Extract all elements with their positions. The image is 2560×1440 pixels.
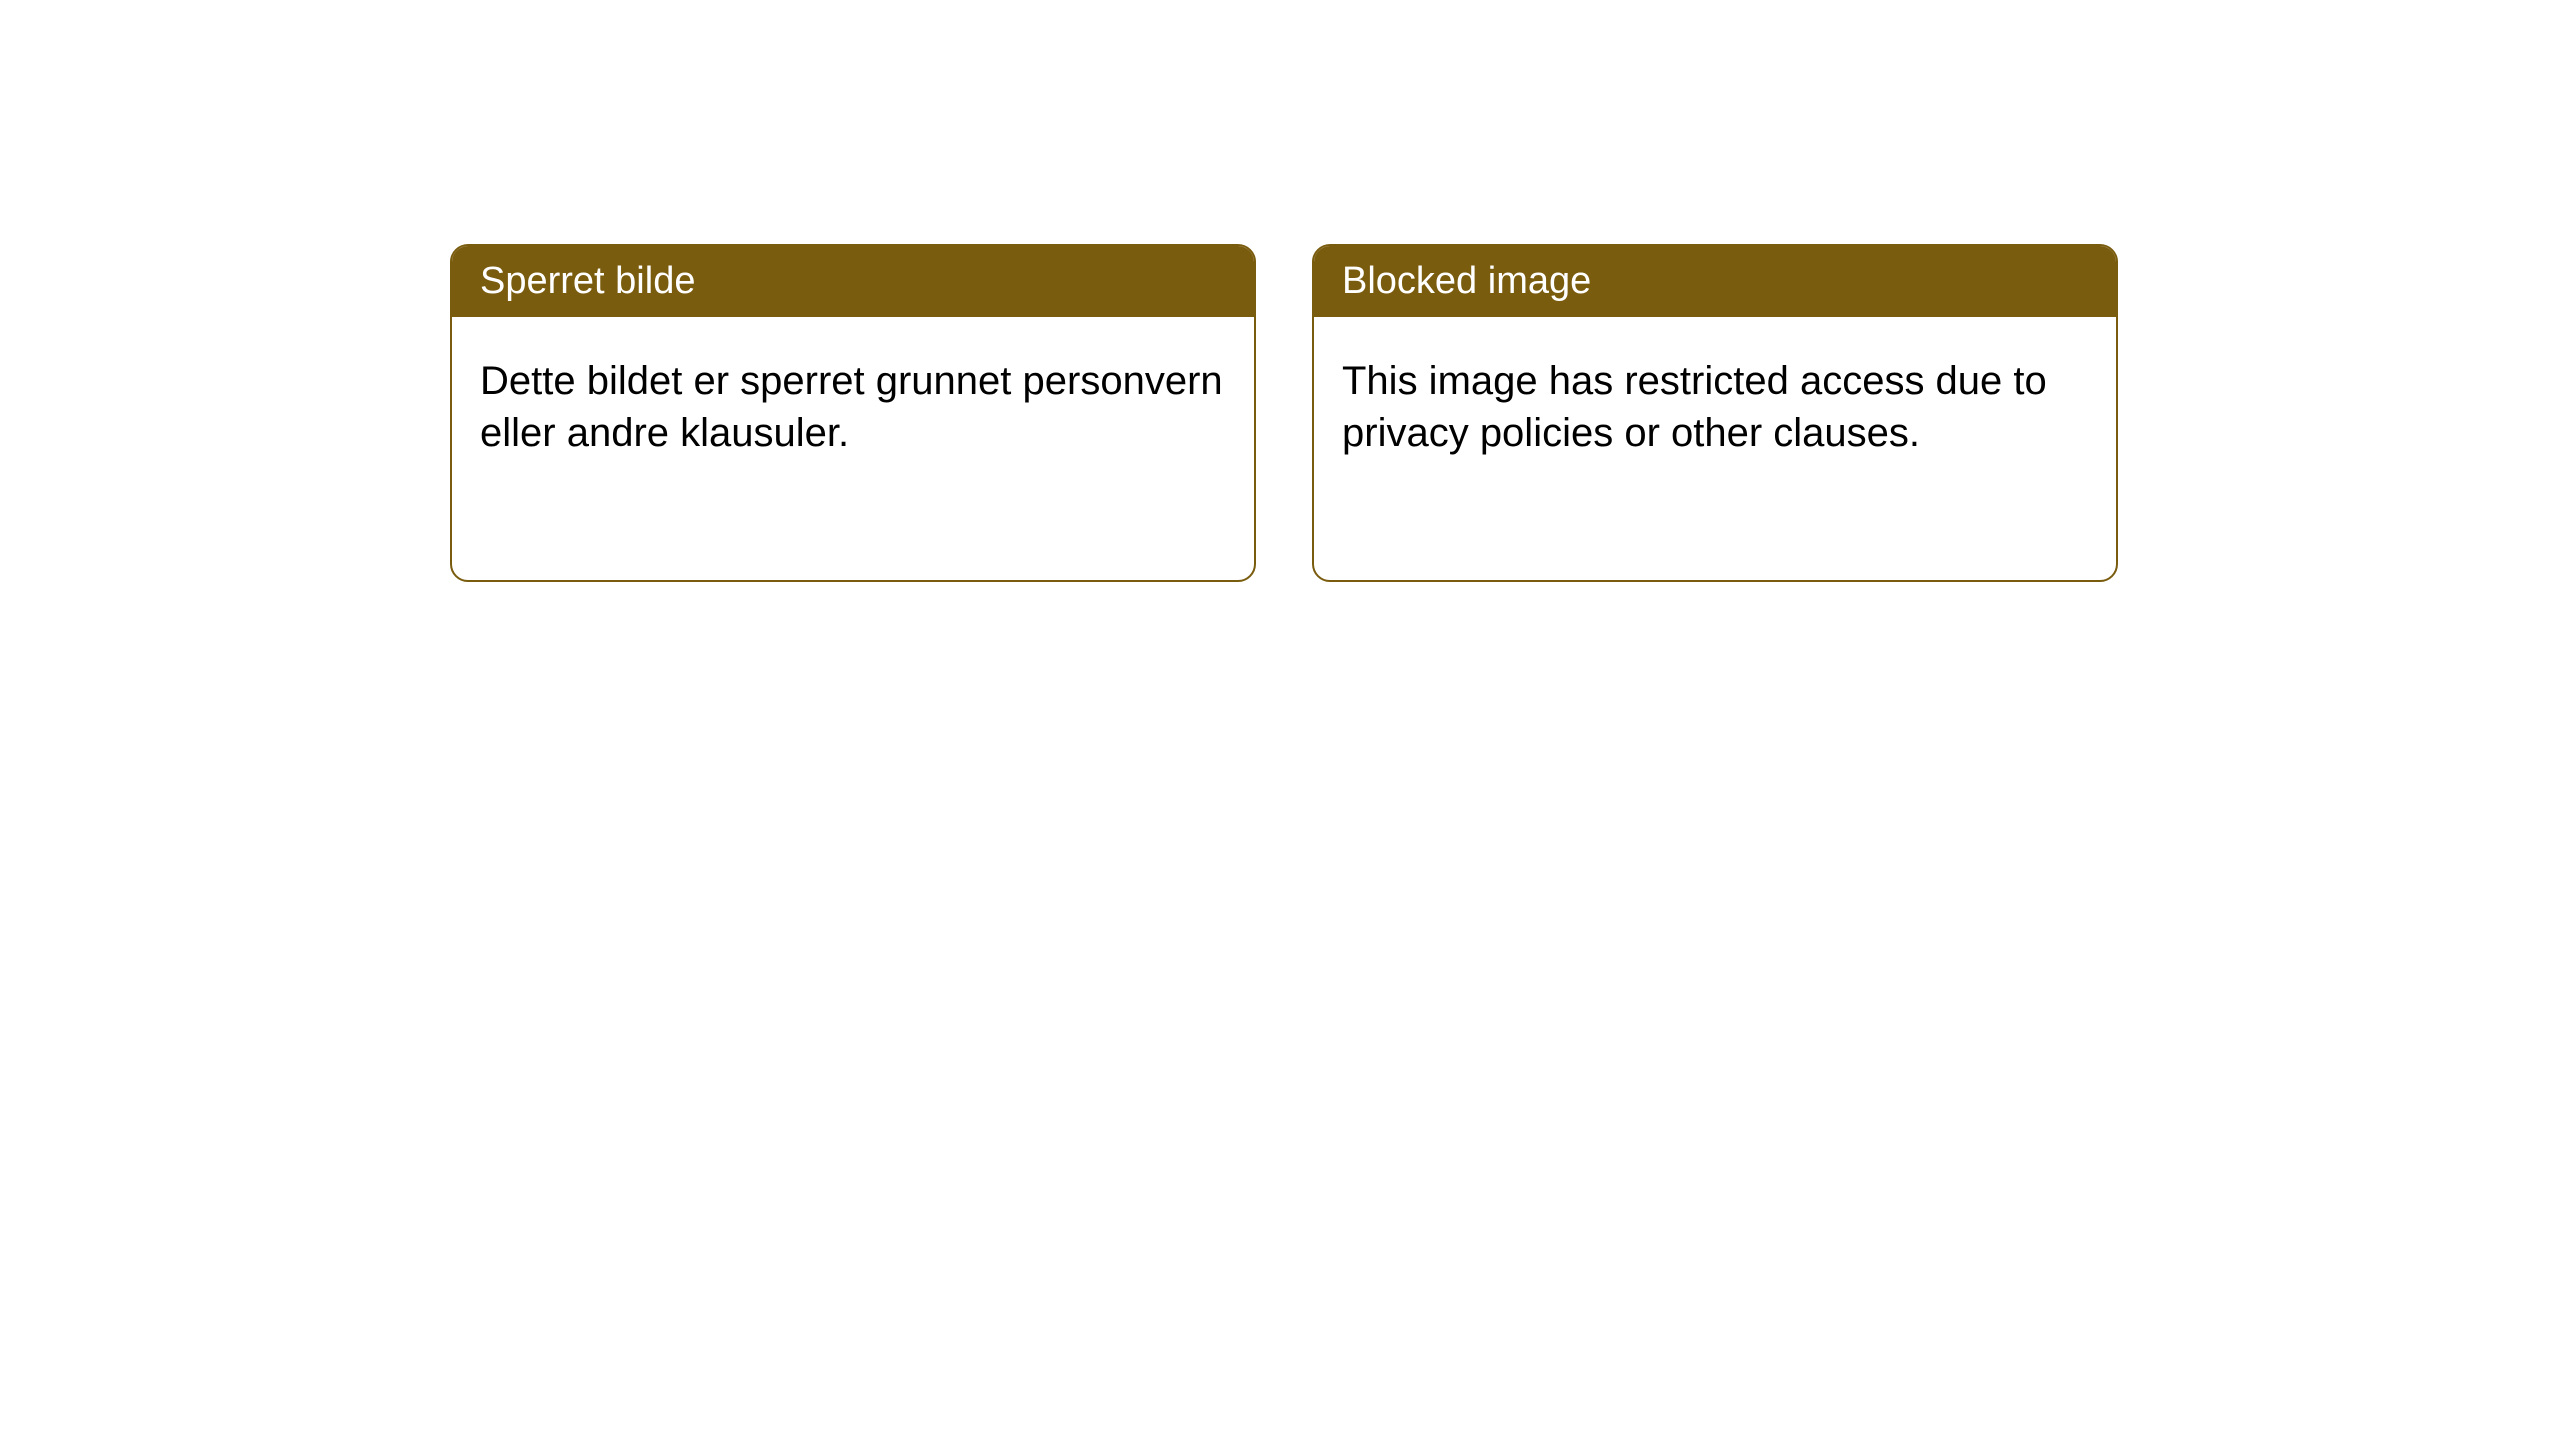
- card-body-norwegian: Dette bildet er sperret grunnet personve…: [452, 317, 1254, 497]
- card-body-english: This image has restricted access due to …: [1314, 317, 2116, 497]
- notice-card-norwegian: Sperret bilde Dette bildet er sperret gr…: [450, 244, 1256, 582]
- notice-card-english: Blocked image This image has restricted …: [1312, 244, 2118, 582]
- notice-container: Sperret bilde Dette bildet er sperret gr…: [0, 0, 2560, 582]
- card-header-english: Blocked image: [1314, 246, 2116, 317]
- card-header-norwegian: Sperret bilde: [452, 246, 1254, 317]
